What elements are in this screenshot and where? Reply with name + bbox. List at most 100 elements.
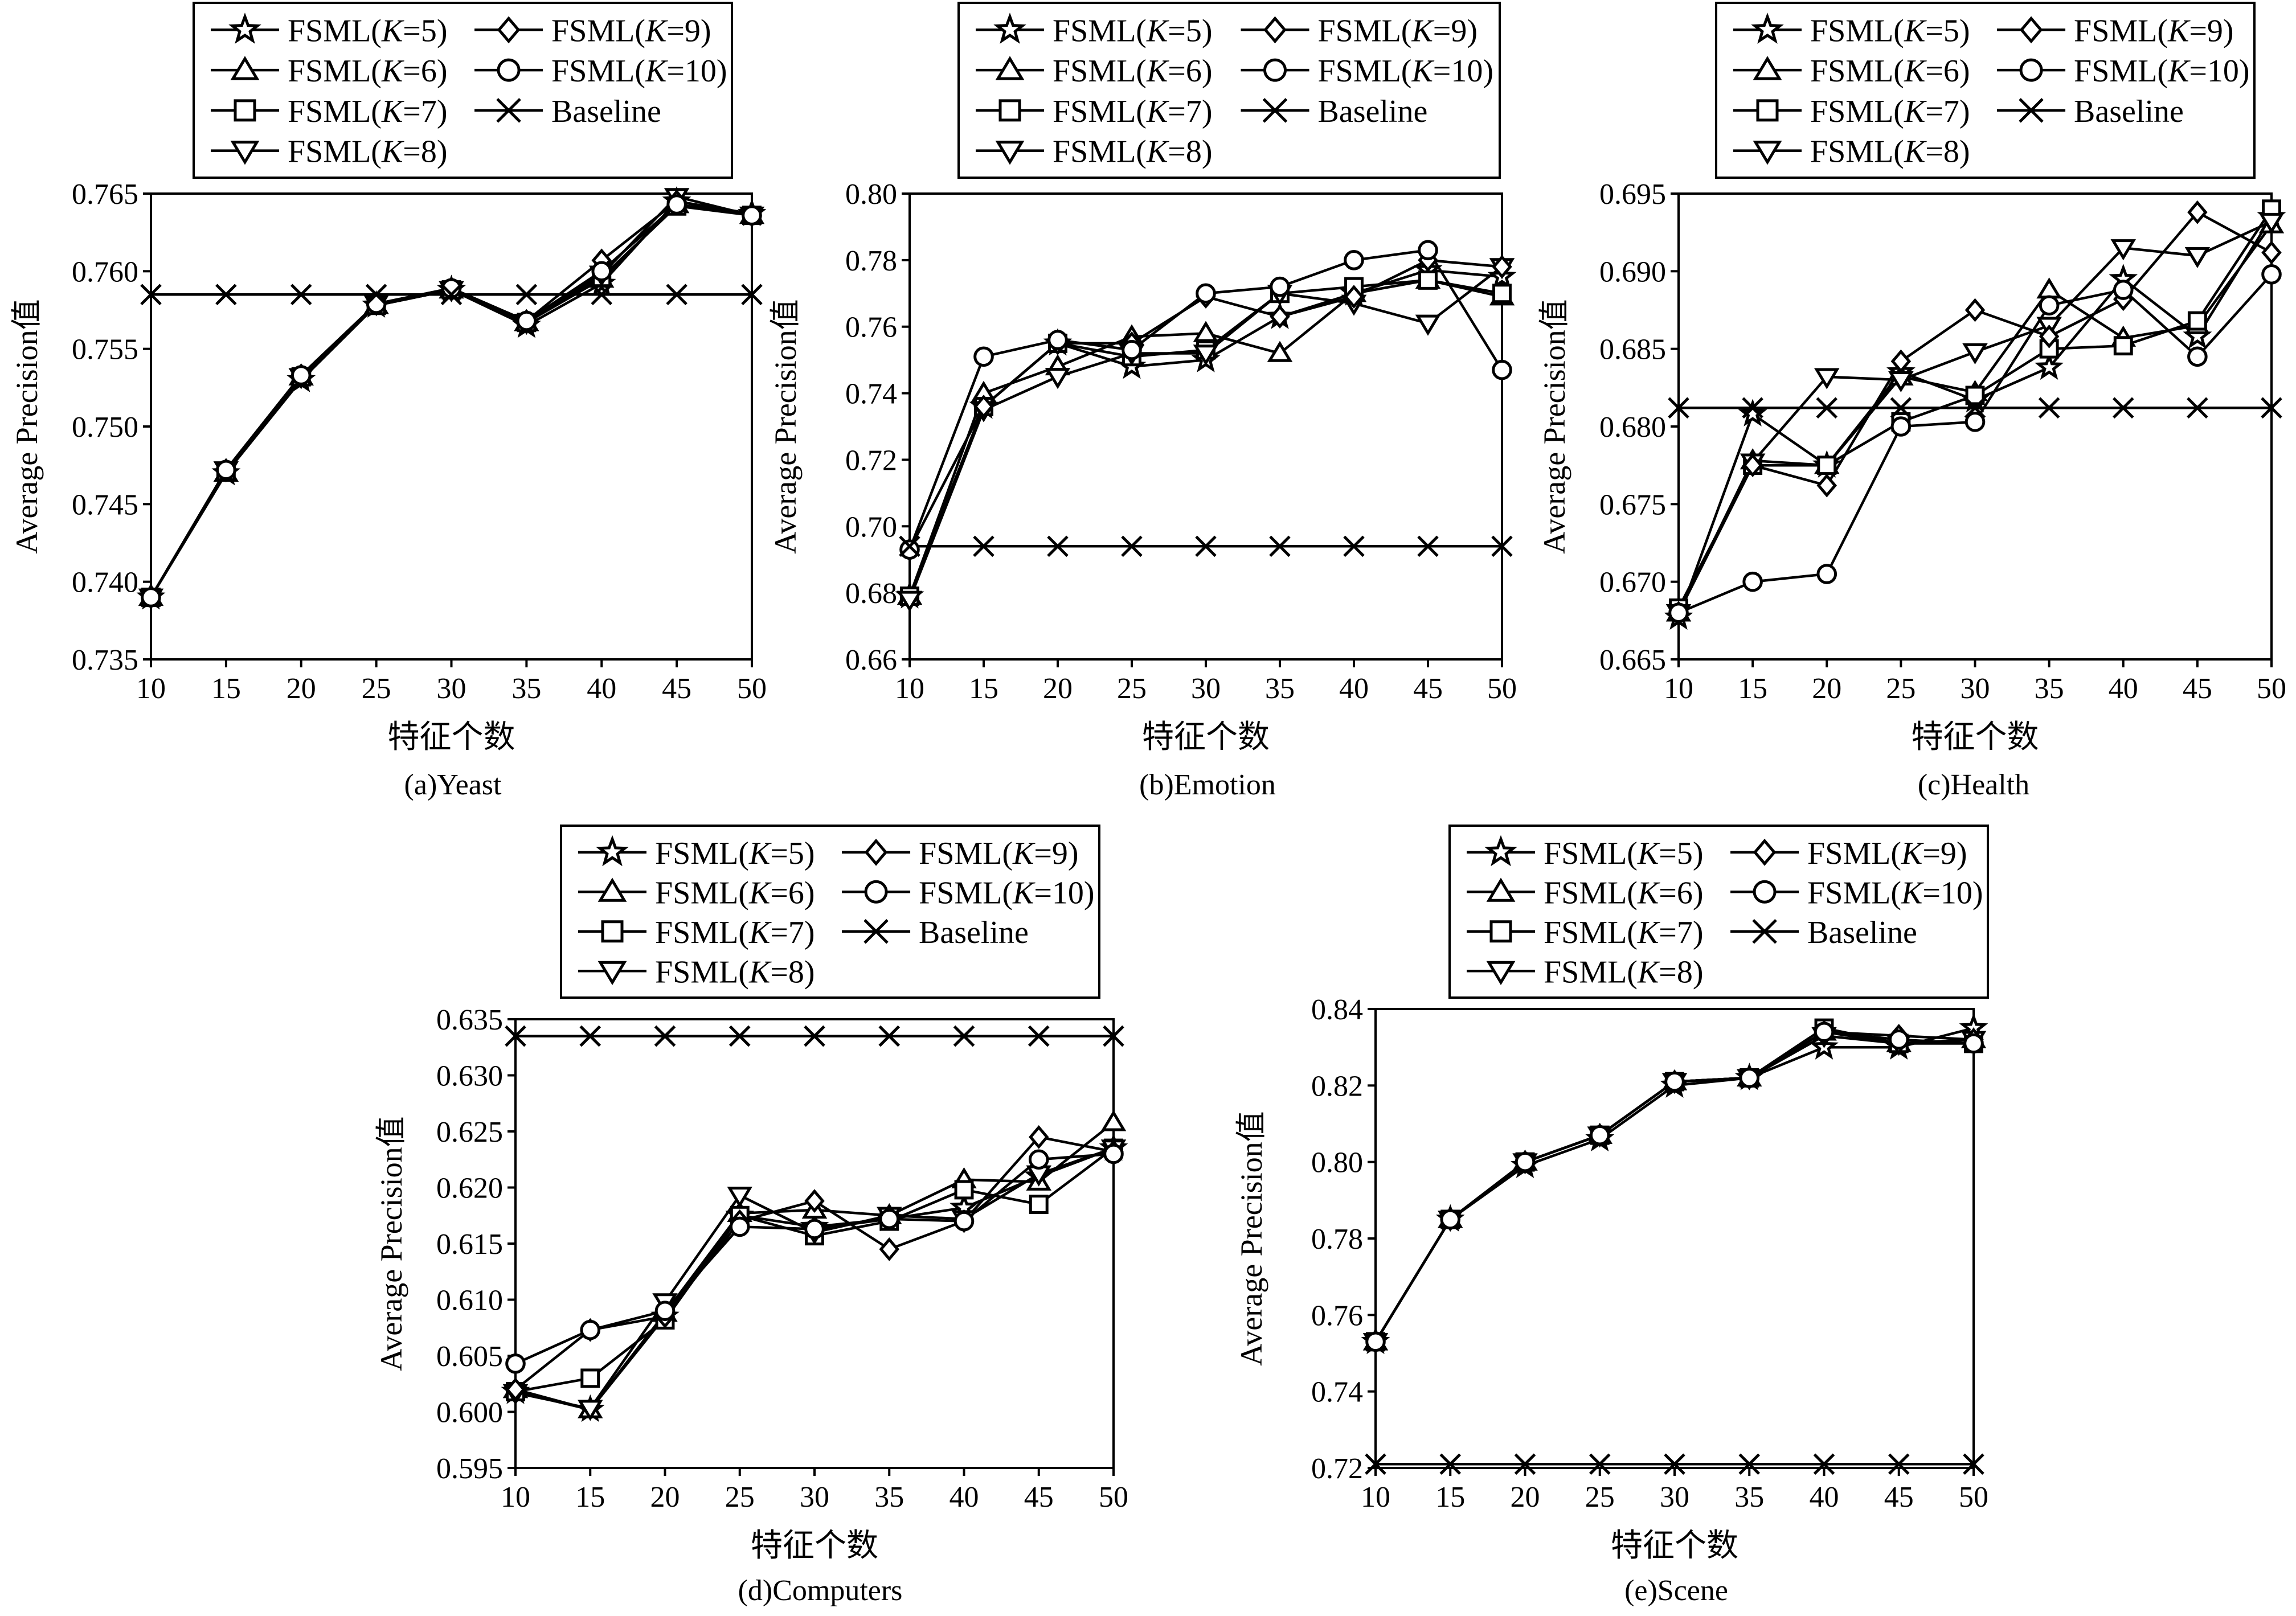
legend-label: FSML(K=5) (655, 836, 815, 871)
x-tick-label: 50 (1099, 1481, 1128, 1514)
data-point (290, 365, 312, 385)
data-point (2187, 346, 2208, 367)
chart-caption: (e)Scene (1624, 1574, 1728, 1607)
legend-box (193, 2, 733, 179)
legend-box (957, 2, 1501, 179)
data-point (440, 284, 463, 306)
data-point (953, 1025, 975, 1047)
y-tick-label: 0.765 (72, 178, 138, 211)
series-line (515, 1152, 1114, 1365)
data-point (1816, 473, 1837, 498)
data-point (1344, 285, 1364, 309)
data-point (654, 1301, 676, 1321)
data-point (666, 194, 687, 215)
legend-marker (1753, 880, 1777, 904)
data-point (1103, 1143, 1124, 1164)
legend-marker (230, 56, 260, 80)
x-tick-label: 10 (895, 672, 924, 705)
legend-label: FSML(K=8) (288, 134, 448, 170)
x-tick-label: 40 (1810, 1481, 1839, 1514)
data-point (1417, 535, 1439, 557)
data-point (1589, 1125, 1610, 1146)
legend-marker (993, 13, 1026, 44)
x-tick-label: 15 (1435, 1481, 1465, 1514)
data-point (365, 284, 387, 306)
legend-label: Baseline (551, 94, 661, 129)
y-axis-label: Average Precision值 (374, 1116, 408, 1371)
y-tick-label: 0.74 (845, 378, 897, 411)
y-tick-label: 0.76 (1311, 1299, 1363, 1332)
data-point (2258, 212, 2285, 234)
data-point (1813, 1453, 1835, 1475)
data-point (1888, 1029, 1909, 1050)
data-point (505, 1353, 526, 1374)
data-point (1492, 255, 1512, 279)
legend-label: FSML(K=5) (1810, 13, 1970, 48)
y-tick-label: 0.74 (1311, 1376, 1363, 1409)
series-line (150, 200, 752, 598)
x-tick-label: 25 (362, 672, 391, 705)
legend-marker (1751, 13, 1784, 44)
data-point (654, 1025, 676, 1047)
data-point (579, 1025, 601, 1047)
x-tick-label: 40 (587, 672, 616, 705)
chart-panel: 0.66 0.68 0.70 0.72 0.74 0.76 0.78 0.80 10 15 20 25… (768, 2, 1517, 801)
legend-label: FSML(K=9) (551, 13, 711, 48)
data-point (1418, 240, 1438, 261)
x-tick-label: 50 (1959, 1481, 1988, 1514)
data-point (1814, 1022, 1835, 1043)
legend-marker (864, 838, 888, 866)
x-tick-label: 15 (969, 672, 998, 705)
x-tick-label: 30 (1660, 1481, 1689, 1514)
x-tick-label: 45 (662, 672, 691, 705)
y-tick-label: 0.620 (436, 1172, 503, 1205)
data-point (2113, 280, 2134, 300)
y-tick-label: 0.66 (845, 644, 897, 676)
series-line (515, 1147, 1115, 1393)
data-point (516, 310, 537, 331)
legend-marker (863, 918, 889, 944)
data-point (1742, 571, 1763, 592)
legend-label: Baseline (919, 915, 1029, 950)
data-point (1668, 397, 1689, 419)
y-tick-label: 0.84 (1311, 994, 1363, 1026)
data-point (2036, 277, 2062, 299)
legend-marker (1484, 835, 1517, 867)
x-tick-label: 45 (1024, 1481, 1054, 1514)
data-point (2038, 397, 2060, 419)
data-point (290, 284, 312, 306)
legend: FSML(K=5) FSML(K=6) FSML(K=7) FSML(K=8) FSML… (560, 825, 1100, 999)
chart-caption: (a)Yeast (404, 769, 502, 801)
data-point (899, 539, 920, 560)
y-tick-label: 0.685 (1599, 334, 1666, 366)
legend-marker (1486, 961, 1516, 986)
x-tick-label: 45 (2183, 672, 2212, 705)
legend-marker (995, 141, 1025, 165)
data-point (804, 1025, 825, 1047)
data-point (973, 346, 994, 367)
data-point (741, 284, 763, 306)
series-line (515, 1147, 1114, 1412)
x-axis-label: 特征个数 (1912, 720, 2039, 755)
data-point (2187, 200, 2208, 224)
x-tick-label: 35 (511, 672, 541, 705)
x-tick-label: 25 (725, 1481, 755, 1514)
x-tick-label: 35 (2035, 672, 2064, 705)
y-axis-label: Average Precision值 (1537, 299, 1571, 553)
x-tick-label: 40 (2109, 672, 2138, 705)
data-point (1270, 276, 1290, 297)
data-point (878, 1025, 901, 1047)
chart-caption: (b)Emotion (1139, 769, 1276, 801)
legend-label: FSML(K=10) (2074, 54, 2250, 89)
data-point (2035, 352, 2064, 380)
data-point (1738, 1453, 1761, 1475)
legend-marker (496, 98, 521, 123)
data-point (1103, 1025, 1124, 1047)
x-tick-label: 25 (1585, 1481, 1615, 1514)
legend-marker (1752, 918, 1777, 944)
data-point (1890, 349, 1912, 374)
x-tick-label: 10 (501, 1481, 530, 1514)
legend-label: FSML(K=6) (288, 54, 448, 89)
data-point (1415, 314, 1441, 336)
data-point (1047, 330, 1068, 350)
